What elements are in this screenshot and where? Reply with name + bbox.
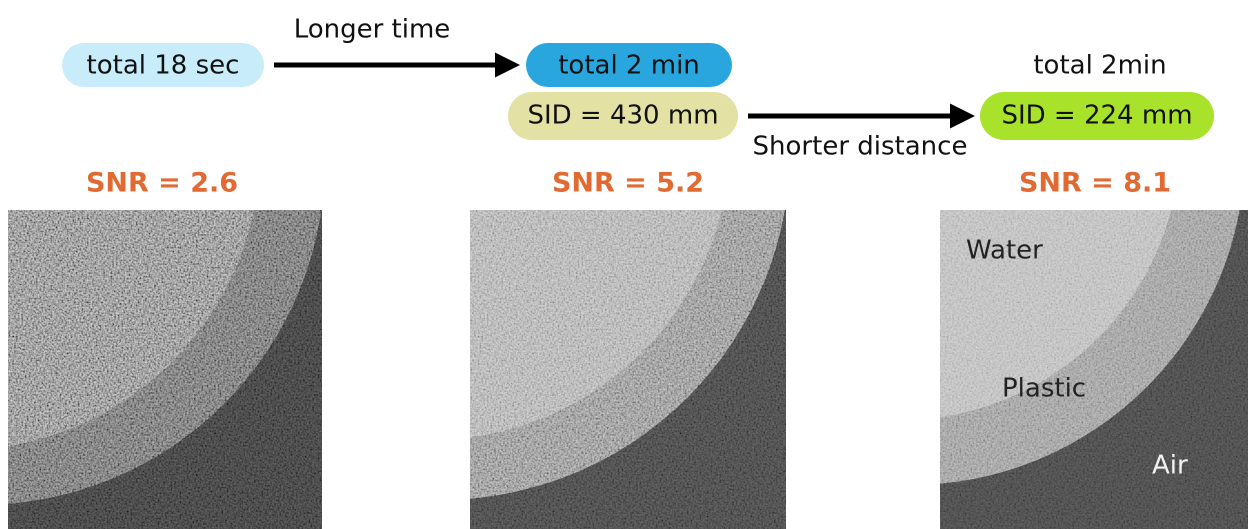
snr: SNR = 2.6 bbox=[86, 168, 238, 199]
material-label: Air bbox=[1152, 451, 1188, 481]
sid-pill bbox=[508, 92, 738, 140]
image-panel bbox=[940, 210, 1248, 529]
time-label: total 2 min bbox=[558, 51, 700, 81]
arrow-label: Longer time bbox=[294, 15, 451, 45]
sid-pill bbox=[980, 92, 1214, 140]
sid-label: SID = 430 mm bbox=[527, 101, 718, 131]
snr: SNR = 8.1 bbox=[1019, 168, 1171, 199]
image-panel bbox=[470, 210, 786, 529]
arrow-label: Shorter distance bbox=[753, 132, 968, 162]
time-label: total 18 sec bbox=[87, 51, 240, 81]
snr: SNR = 5.2 bbox=[552, 168, 704, 199]
sid-label: SID = 224 mm bbox=[1001, 101, 1192, 131]
time-label: total 2min bbox=[1033, 51, 1166, 81]
image-panel bbox=[8, 210, 322, 529]
material-label: Plastic bbox=[1002, 374, 1086, 404]
time-pill bbox=[62, 43, 264, 87]
material-label: Water bbox=[966, 236, 1043, 266]
time-pill bbox=[526, 43, 732, 87]
